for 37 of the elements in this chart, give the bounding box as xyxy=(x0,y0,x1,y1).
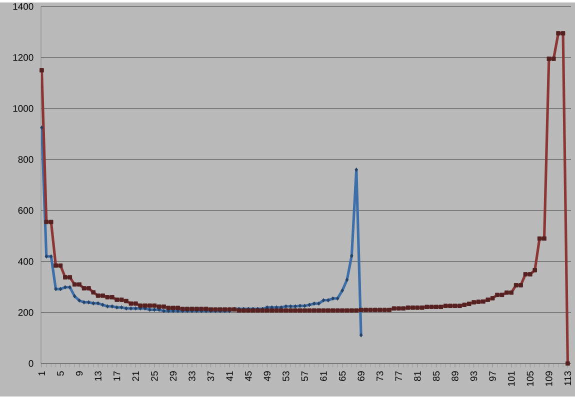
x-tick-label: 61 xyxy=(320,372,327,382)
x-tick-label: 9 xyxy=(76,372,83,376)
x-tick-label: 17 xyxy=(114,372,120,381)
x-tick-label: 113 xyxy=(564,372,572,386)
x-tick-label: 65 xyxy=(338,371,346,382)
y-tick-label: 800 xyxy=(18,156,34,164)
y-tick-label: 400 xyxy=(18,258,34,266)
y-tick-label: 1200 xyxy=(13,54,34,62)
y-tick-label: 200 xyxy=(18,309,34,316)
x-tick-label: 53 xyxy=(282,372,290,382)
x-tick-label: 21 xyxy=(132,372,139,382)
x-tick-label: 105 xyxy=(526,371,534,386)
x-tick-label: 41 xyxy=(226,372,233,382)
x-tick-label: 77 xyxy=(395,372,402,382)
x-tick-label: 1 xyxy=(38,372,45,376)
x-tick-label: 13 xyxy=(94,372,102,381)
x-tick-label: 33 xyxy=(188,372,196,382)
x-tick-label: 25 xyxy=(151,371,158,382)
x-tick-label: 29 xyxy=(170,372,177,382)
x-tick-label: 45 xyxy=(245,371,252,382)
x-tick-label: 73 xyxy=(376,372,384,382)
x-tick-label: 85 xyxy=(432,371,440,382)
x-tick-label: 97 xyxy=(489,372,496,382)
x-tick-label: 109 xyxy=(546,372,552,386)
x-tick-label: 89 xyxy=(452,372,458,382)
y-tick-label: 1400 xyxy=(13,3,34,10)
x-tick-label: 101 xyxy=(508,372,515,386)
x-tick-label: 49 xyxy=(264,372,270,382)
x-tick-label: 93 xyxy=(470,372,478,382)
x-tick-label: 5 xyxy=(57,371,64,376)
x-tick-label: 57 xyxy=(301,372,308,382)
x-tick-label: 81 xyxy=(414,372,421,382)
y-tick-label: 1000 xyxy=(13,105,34,112)
y-tick-label: 0 xyxy=(28,360,34,368)
x-tick-label: 37 xyxy=(207,372,214,382)
y-tick-label: 600 xyxy=(18,207,34,214)
x-tick-label: 69 xyxy=(358,372,364,382)
